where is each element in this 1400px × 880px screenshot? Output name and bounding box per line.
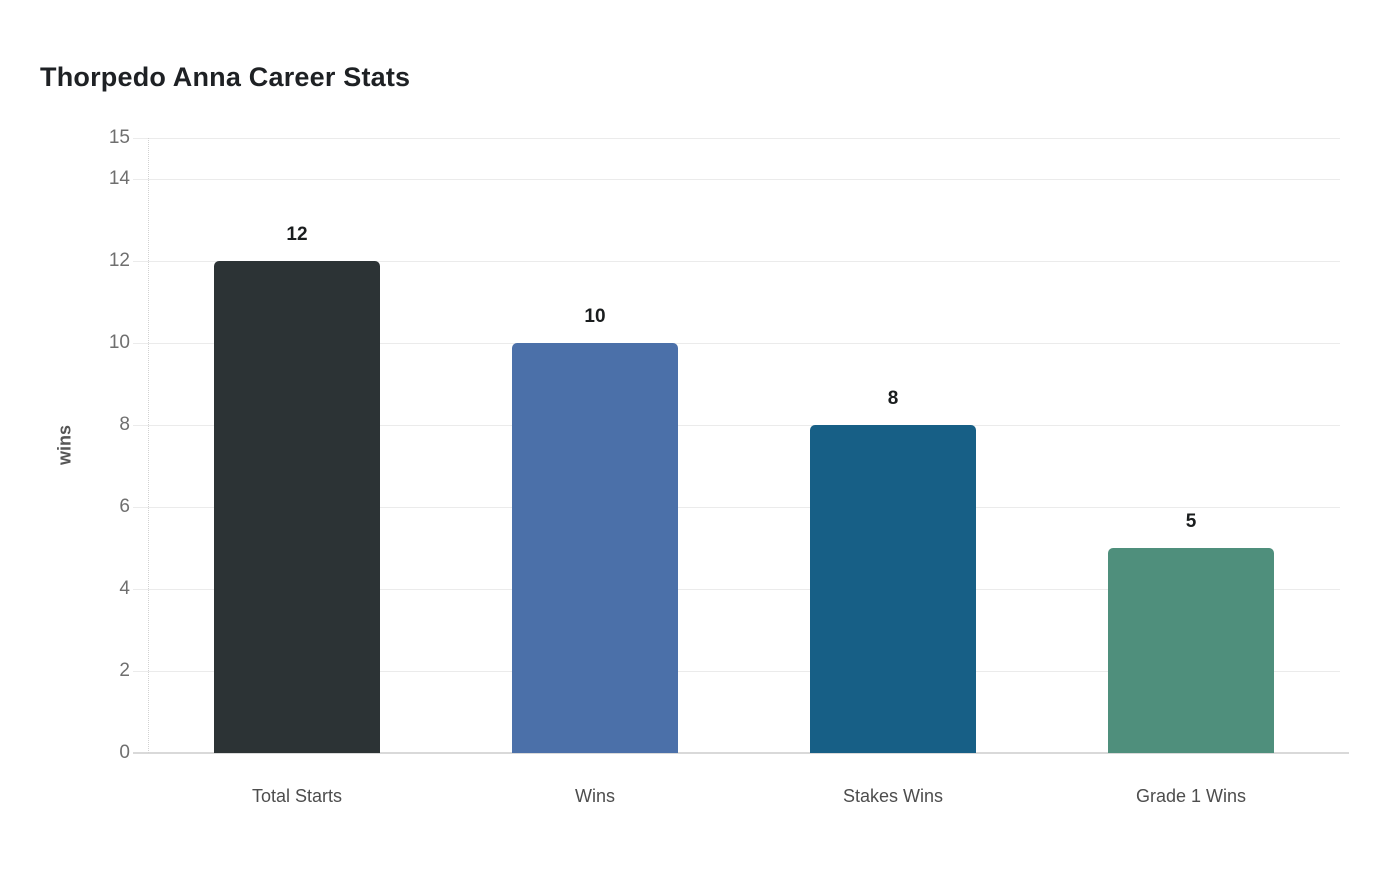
- bar-value-label: 12: [286, 224, 308, 245]
- x-tick-label: Grade 1 Wins: [1135, 786, 1247, 806]
- gridline: [133, 138, 1340, 139]
- y-tick-label: 8: [119, 414, 130, 435]
- y-axis-line: [148, 138, 149, 753]
- y-tick-label: 2: [119, 660, 130, 681]
- y-axis-title: wins: [54, 424, 75, 466]
- gridline: [133, 179, 1340, 180]
- gridline: [133, 507, 1340, 508]
- bar-value-label: 8: [887, 388, 899, 409]
- bar-total-starts[interactable]: [214, 261, 380, 753]
- bar-grade-1-wins[interactable]: [1108, 548, 1274, 753]
- y-tick-label: 12: [108, 250, 130, 271]
- gridline: [133, 671, 1340, 672]
- bar-wins[interactable]: [512, 343, 678, 753]
- y-tick-label: 0: [119, 742, 130, 763]
- chart-title: Thorpedo Anna Career Stats: [40, 62, 411, 92]
- x-axis-line: [133, 752, 1349, 754]
- bar-value-label: 5: [1185, 511, 1197, 532]
- gridline: [133, 589, 1340, 590]
- gridline: [133, 343, 1340, 344]
- x-tick-label: Stakes Wins: [842, 786, 944, 806]
- y-tick-label: 15: [108, 127, 130, 148]
- x-tick-label: Wins: [575, 786, 615, 806]
- y-tick-label: 14: [108, 168, 130, 189]
- bar-value-label: 10: [584, 306, 606, 327]
- y-tick-label: 6: [119, 496, 130, 517]
- gridline: [133, 261, 1340, 262]
- y-tick-label: 4: [119, 578, 130, 599]
- bar-stakes-wins[interactable]: [810, 425, 976, 753]
- y-tick-label: 10: [108, 332, 130, 353]
- x-tick-label: Total Starts: [251, 786, 343, 806]
- plot-area: 0 2 4 6 8 10 12 14 15 12 Total Starts 10 Wins 8 Stakes…: [109, 127, 1349, 806]
- gridline: [133, 425, 1340, 426]
